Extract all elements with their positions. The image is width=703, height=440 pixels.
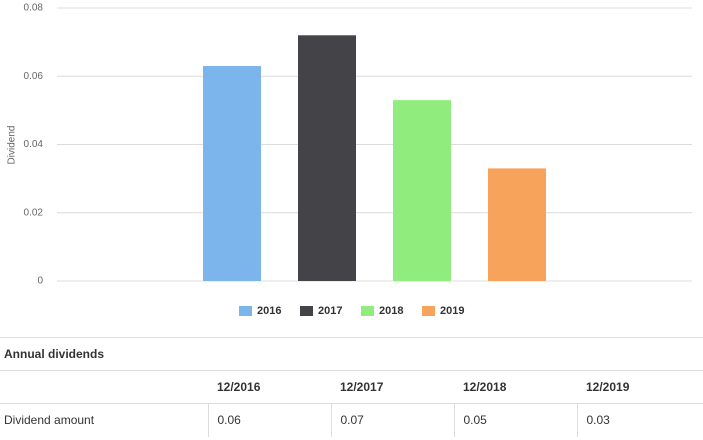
corner-cell <box>0 370 208 404</box>
y-tick-label: 0.06 <box>24 71 44 82</box>
y-tick-label: 0.04 <box>24 139 44 150</box>
dividend-table: Annual dividends 12/2016 12/2017 12/2018 12… <box>0 337 703 437</box>
y-tick-label: 0.08 <box>24 3 44 14</box>
column-header: 12/2019 <box>577 370 703 404</box>
bar <box>488 168 546 281</box>
bar <box>298 35 356 281</box>
data-row: Dividend amount 0.06 0.07 0.05 0.03 <box>0 403 703 437</box>
table-title: Annual dividends <box>0 337 703 371</box>
y-tick-label: 0.02 <box>24 207 44 218</box>
value-cell: 0.07 <box>330 403 454 437</box>
bar <box>393 100 451 281</box>
legend-swatch <box>361 306 374 316</box>
row-label: Dividend amount <box>0 403 208 437</box>
bar <box>203 66 261 281</box>
header-row: 12/2016 12/2017 12/2018 12/2019 <box>0 370 703 404</box>
value-cell: 0.05 <box>453 403 577 437</box>
value-cell: 0.06 <box>207 403 331 437</box>
column-header: 12/2018 <box>454 370 577 404</box>
legend-swatch <box>422 306 435 316</box>
legend-label: 2018 <box>379 305 403 317</box>
legend-label: 2017 <box>318 305 342 317</box>
value-cell: 0.03 <box>576 403 703 437</box>
y-axis-label: Dividend <box>7 126 18 165</box>
column-header: 12/2017 <box>331 370 454 404</box>
legend-label: 2019 <box>440 305 464 317</box>
y-tick-label: 0 <box>37 276 43 287</box>
legend-swatch <box>300 306 313 316</box>
column-header: 12/2016 <box>208 370 331 404</box>
chart: Dividend 0 0.02 0.04 0.06 0.08 2016 2017 2018 20… <box>7 3 692 317</box>
legend-swatch <box>239 306 252 316</box>
legend-label: 2016 <box>257 305 281 317</box>
